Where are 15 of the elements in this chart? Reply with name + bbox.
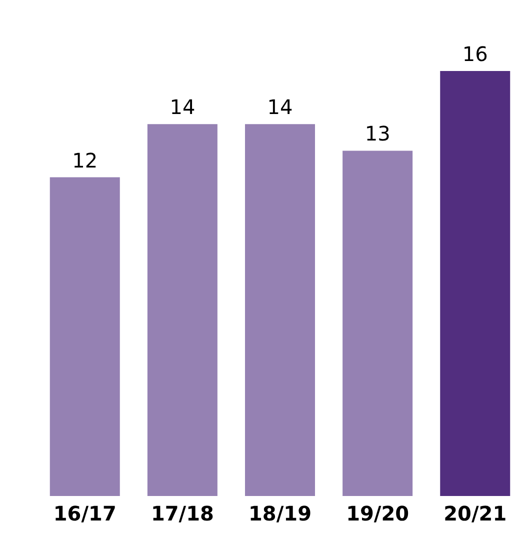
x-tick-label: 16/17 <box>53 502 116 526</box>
x-tick-label: 19/20 <box>346 502 410 526</box>
bar <box>147 124 218 496</box>
x-tick-label: 17/18 <box>150 502 214 526</box>
x-tick-label: 18/19 <box>248 502 312 526</box>
data-label: 12 <box>72 148 98 172</box>
data-label: 13 <box>364 122 390 146</box>
bar <box>440 71 510 496</box>
bar <box>342 150 413 496</box>
data-label: 14 <box>170 95 196 120</box>
data-label: 14 <box>267 95 293 120</box>
bar <box>245 124 315 496</box>
x-tick-label: 20/21 <box>444 502 507 526</box>
bar <box>50 177 120 496</box>
data-label: 16 <box>462 42 488 66</box>
